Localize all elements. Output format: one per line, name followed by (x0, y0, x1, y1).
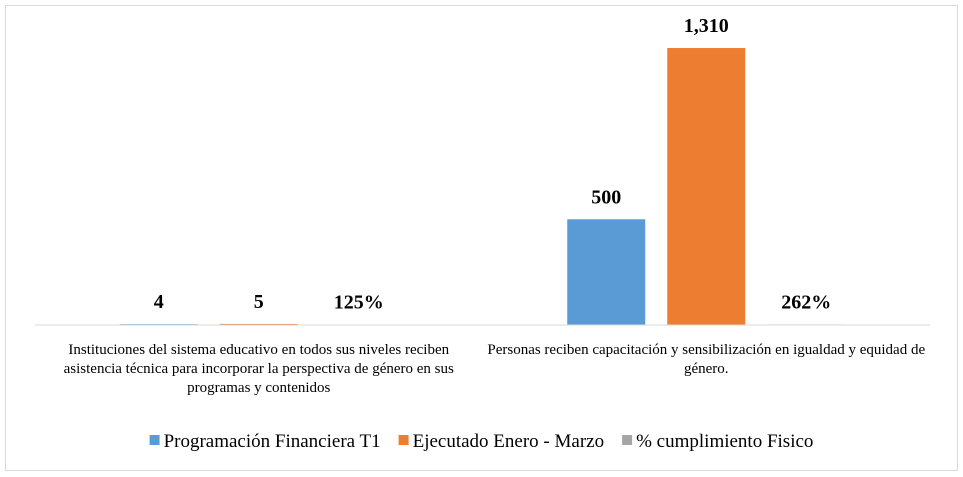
legend-swatch (398, 435, 409, 445)
legend-swatch (149, 435, 160, 445)
data-label: 5 (254, 291, 264, 313)
legend-label: Ejecutado Enero - Marzo (413, 431, 605, 452)
x-tick-label: Personas reciben capacitación y sensibil… (487, 342, 926, 377)
bar (667, 48, 746, 326)
bar (567, 219, 646, 325)
x-tick-label: Instituciones del sistema educativo en t… (63, 342, 454, 396)
data-label: 262% (781, 291, 831, 313)
data-label: 4 (154, 291, 164, 313)
data-label: 125% (334, 292, 384, 314)
legend-label: % cumplimiento Fisico (636, 431, 813, 452)
data-label: 1,310 (684, 15, 729, 37)
chart-border (5, 5, 958, 471)
legend-swatch (622, 435, 633, 445)
legend-label: Programación Financiera T1 (164, 431, 381, 452)
bar (219, 323, 298, 325)
data-label: 500 (591, 186, 621, 208)
